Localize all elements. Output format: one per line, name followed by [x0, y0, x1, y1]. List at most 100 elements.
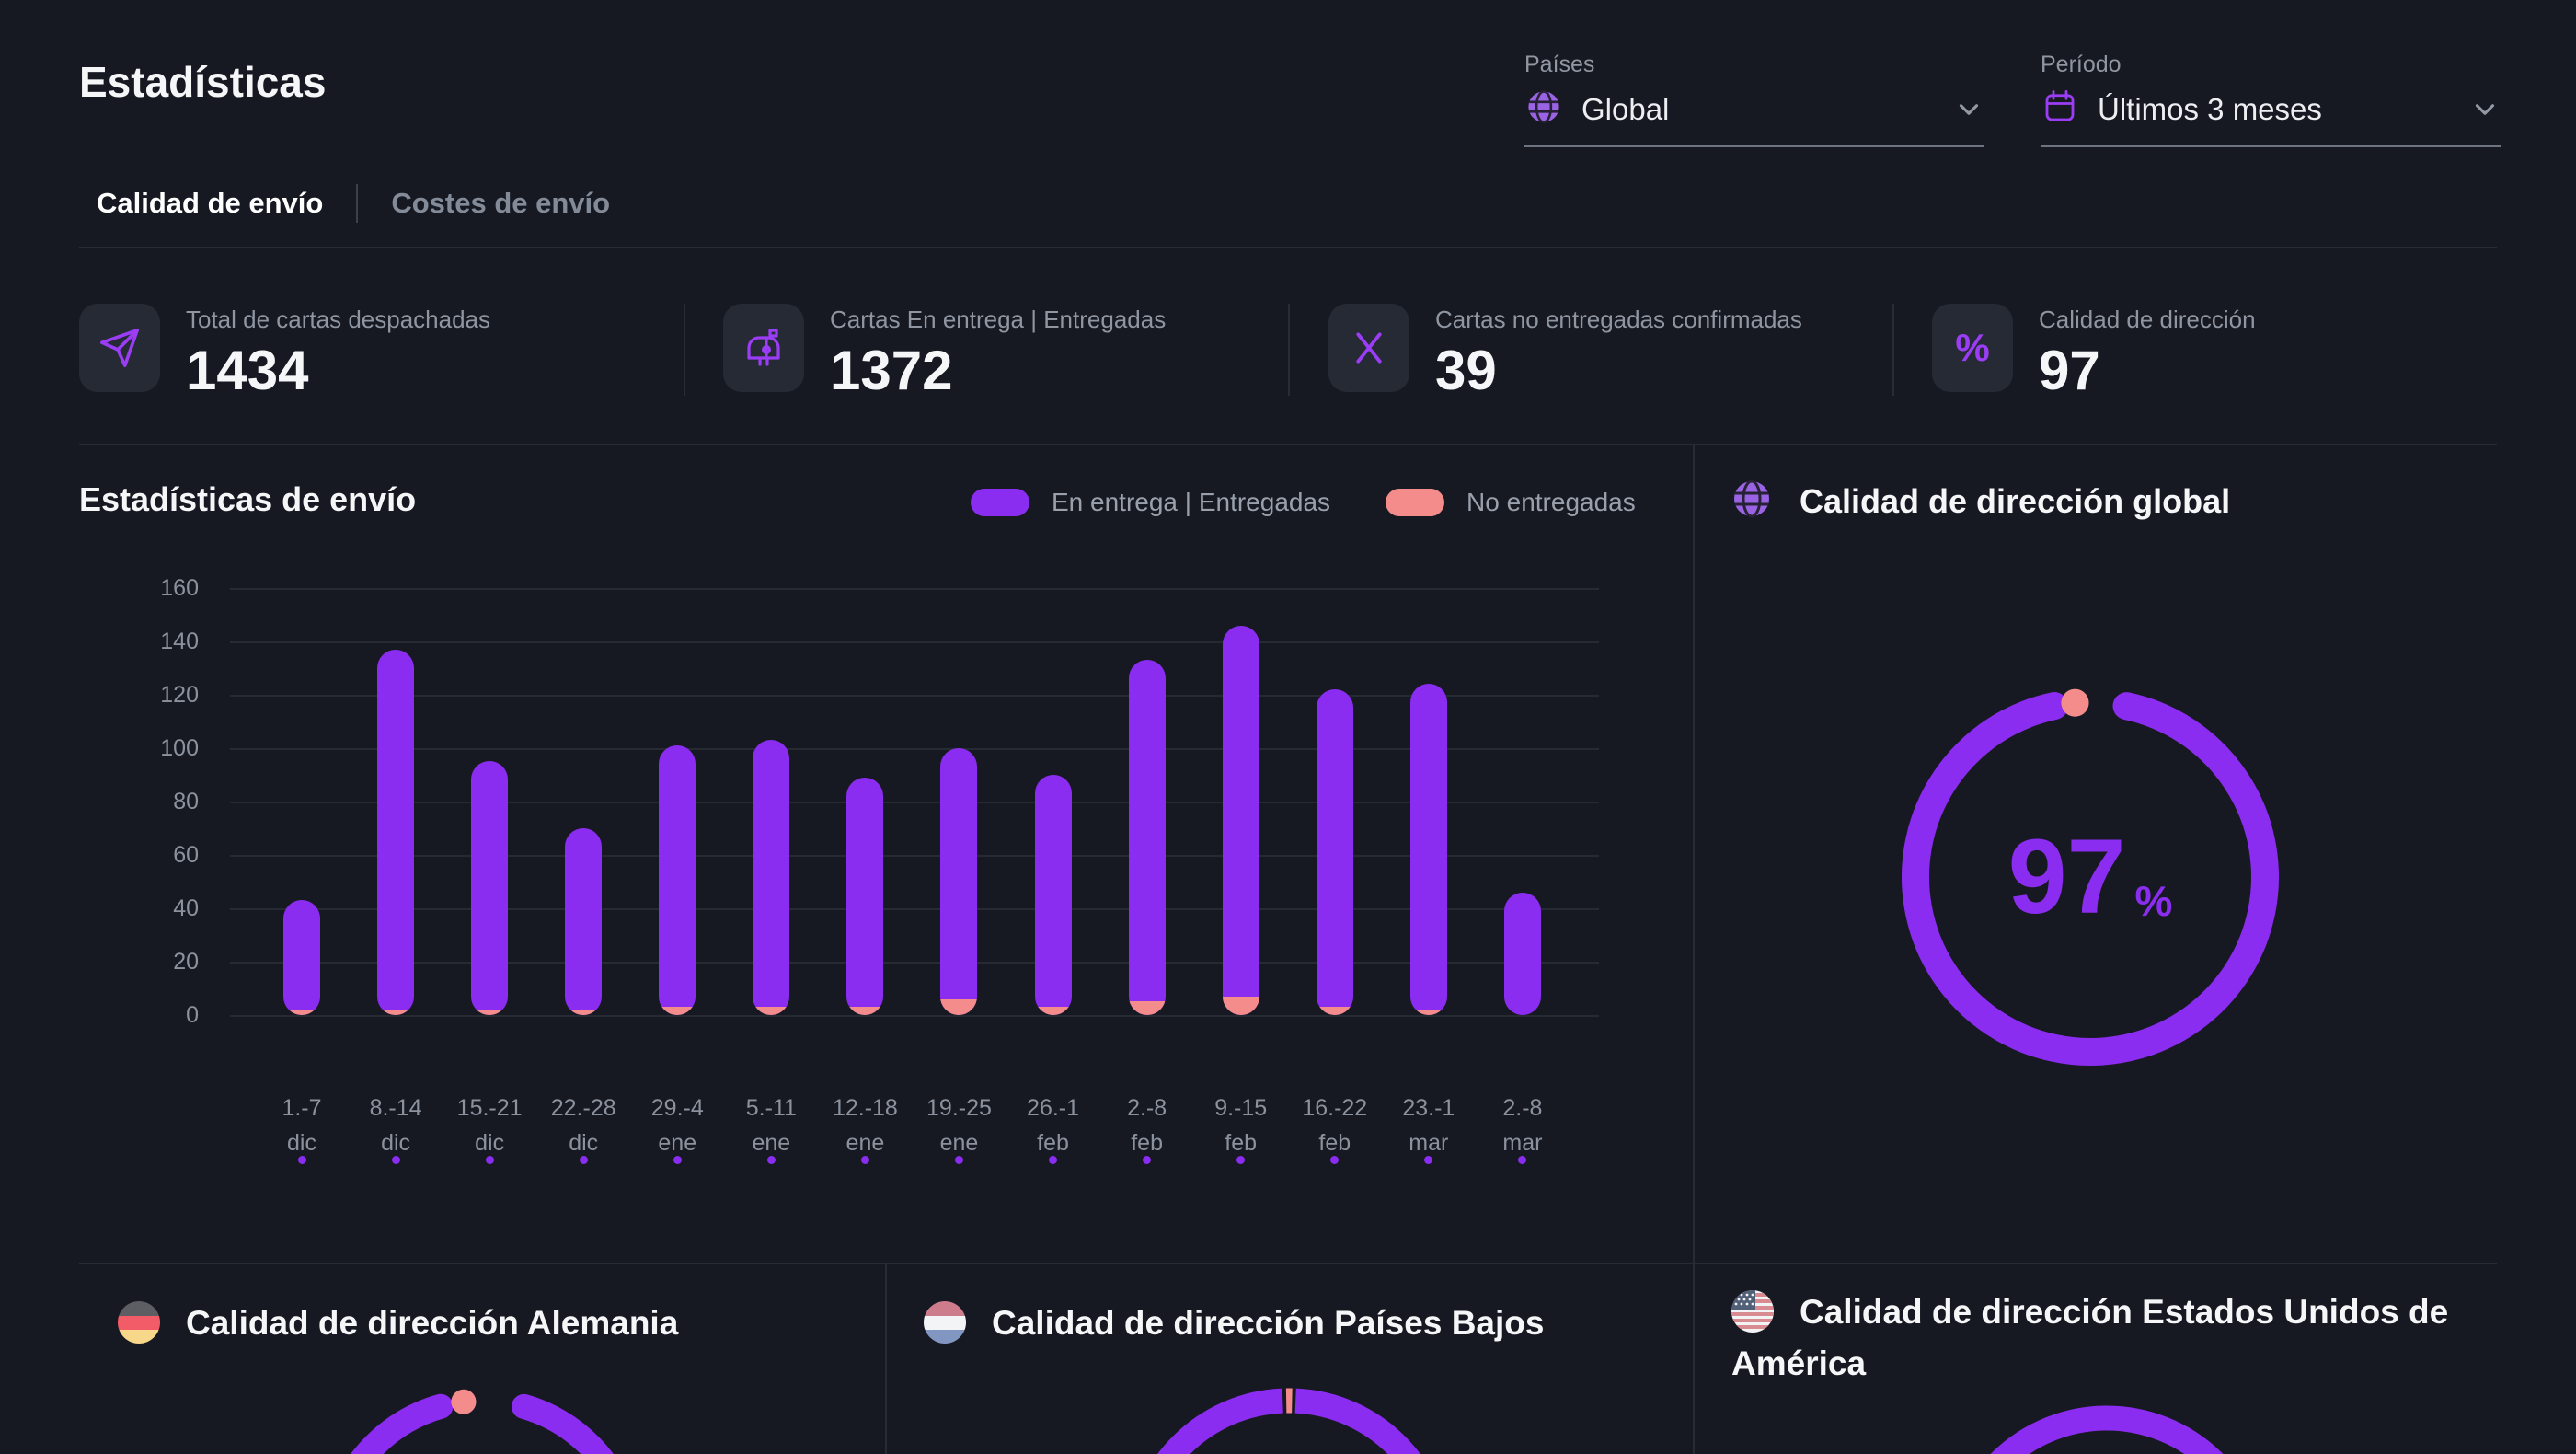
- bar-segment-not-delivered: [471, 1010, 509, 1015]
- globe-icon: [1524, 87, 1563, 131]
- ytick-0: 0: [186, 1002, 199, 1028]
- stat-divider: [1288, 304, 1290, 396]
- page-title: Estadísticas: [79, 58, 327, 106]
- stat-label: Cartas no entregadas confirmadas: [1435, 306, 1802, 333]
- legend-item-delivered[interactable]: En entrega | Entregadas: [971, 488, 1330, 517]
- xlabel-2.-8 feb: 2.-8 feb: [1127, 1095, 1167, 1156]
- xaxis-dot: [297, 1156, 306, 1164]
- gridline-120: [230, 695, 1599, 697]
- countries-value: Global: [1581, 91, 1670, 126]
- gridline-80: [230, 802, 1599, 803]
- ytick-140: 140: [160, 629, 199, 654]
- bar-segment-not-delivered: [1409, 1010, 1447, 1015]
- bar-26.-1 feb: [1034, 775, 1072, 1015]
- xaxis-dot: [391, 1156, 400, 1164]
- germany-flag-icon: [118, 1301, 160, 1344]
- ytick-60: 60: [173, 842, 199, 868]
- stat-label: Calidad de dirección: [2039, 306, 2256, 333]
- xaxis-dot: [673, 1156, 682, 1164]
- card-divider-vertical: [1693, 1264, 1695, 1454]
- legend-item-not-delivered[interactable]: No entregadas: [1386, 488, 1636, 517]
- global-quality-value: 97 %: [2007, 817, 2173, 936]
- stat-value: 1372: [830, 340, 953, 401]
- bottom-divider: [79, 1263, 2497, 1264]
- xlabel-15.-21 dic: 15.-21 dic: [456, 1095, 523, 1156]
- xlabel-19.-25 ene: 19.-25 ene: [926, 1095, 992, 1156]
- country-card-title: Calidad de dirección Alemania: [186, 1304, 679, 1342]
- netherlands-flag-icon: [924, 1301, 966, 1344]
- calendar-icon: [2041, 87, 2079, 131]
- bar-5.-11 ene: [753, 740, 790, 1015]
- tab-bar: Calidad de envío Costes de envío: [97, 184, 610, 223]
- chart-title: Estadísticas de envío: [79, 480, 417, 518]
- bar-2.-8 feb: [1128, 660, 1166, 1015]
- stat-divider: [1892, 304, 1894, 396]
- section-divider-vertical: [1693, 444, 1695, 1454]
- bar-8.-14 dic: [377, 650, 415, 1015]
- globe-icon: [1730, 477, 1774, 525]
- bar-segment-not-delivered: [1222, 997, 1259, 1015]
- gridline-100: [230, 748, 1599, 750]
- bar-segment-not-delivered: [565, 1010, 603, 1015]
- countries-dropdown[interactable]: Global: [1524, 87, 1984, 147]
- stat-value: 39: [1435, 340, 1497, 401]
- xaxis-dot: [1143, 1156, 1152, 1164]
- xaxis-dot: [485, 1156, 494, 1164]
- xlabel-23.-1 mar: 23.-1 mar: [1402, 1095, 1455, 1156]
- global-quality-title: Calidad de dirección global: [1800, 481, 2231, 520]
- gridline-160: [230, 588, 1599, 590]
- stat-not-delivered: Cartas no entregadas confirmadas 39: [1328, 304, 1802, 399]
- country-card-title: Calidad de dirección Estados Unidos de A…: [1731, 1293, 2449, 1382]
- stat-address-quality: % Calidad de dirección 97: [1932, 304, 2256, 399]
- ytick-160: 160: [160, 575, 199, 601]
- bar-12.-18 ene: [846, 778, 884, 1015]
- xlabel-29.-4 ene: 29.-4 ene: [650, 1095, 704, 1156]
- countries-filter-label: Países: [1524, 52, 1595, 77]
- period-filter: Período Últimos 3 meses: [2041, 52, 2501, 147]
- xlabel-22.-28 dic: 22.-28 dic: [550, 1095, 616, 1156]
- gridline-60: [230, 855, 1599, 857]
- xaxis-dot: [579, 1156, 588, 1164]
- chevron-down-icon: [2469, 94, 2501, 125]
- bar-2.-8 mar: [1503, 893, 1541, 1015]
- bar-segment-not-delivered: [659, 1007, 696, 1015]
- ytick-20: 20: [173, 949, 199, 975]
- chevron-down-icon: [1953, 94, 1984, 125]
- stats-divider: [79, 444, 2497, 445]
- bar-segment-not-delivered: [846, 1007, 884, 1015]
- tab-shipping-costs[interactable]: Costes de envío: [391, 187, 611, 219]
- stat-dispatched: Total de cartas despachadas 1434: [79, 304, 490, 399]
- ytick-100: 100: [160, 735, 199, 761]
- gridline-40: [230, 908, 1599, 910]
- xlabel-12.-18 ene: 12.-18 ene: [832, 1095, 898, 1156]
- header-divider: [79, 247, 2497, 248]
- stat-value: 97: [2039, 340, 2100, 401]
- bar-1.-7 dic: [283, 900, 320, 1015]
- xlabel-1.-7 dic: 1.-7 dic: [282, 1095, 322, 1156]
- ytick-40: 40: [173, 895, 199, 921]
- xlabel-9.-15 feb: 9.-15 feb: [1214, 1095, 1268, 1156]
- ytick-80: 80: [173, 789, 199, 814]
- stat-label: Total de cartas despachadas: [186, 306, 490, 333]
- tab-separator: [356, 184, 359, 223]
- bar-segment-not-delivered: [1128, 1001, 1166, 1015]
- stat-label: Cartas En entrega | Entregadas: [830, 306, 1167, 333]
- legend-label: No entregadas: [1466, 488, 1636, 516]
- xlabel-8.-14 dic: 8.-14 dic: [369, 1095, 422, 1156]
- period-dropdown[interactable]: Últimos 3 meses: [2041, 87, 2501, 147]
- xaxis-dot: [1424, 1156, 1433, 1164]
- country-card-germany: Calidad de dirección Alemania: [118, 1298, 817, 1349]
- bar-29.-4 ene: [659, 745, 696, 1015]
- chart-legend: En entrega | Entregadas No entregadas: [971, 488, 1636, 517]
- bar-segment-not-delivered: [1316, 1007, 1353, 1015]
- xaxis-dot: [1518, 1156, 1527, 1164]
- send-icon: [79, 304, 160, 392]
- tab-shipping-quality[interactable]: Calidad de envío: [97, 187, 324, 219]
- bar-chart: 0 20 40 60 80 100 120 140 160 1.-7 dic 8.-14 dic 15.-…: [79, 571, 1606, 1215]
- netherlands-quality-ring: [1124, 1388, 1454, 1454]
- bar-segment-not-delivered: [940, 999, 978, 1015]
- legend-swatch-salmon: [1386, 489, 1445, 516]
- country-card-title: Calidad de dirección Países Bajos: [992, 1304, 1545, 1342]
- xaxis-dot: [1049, 1156, 1058, 1164]
